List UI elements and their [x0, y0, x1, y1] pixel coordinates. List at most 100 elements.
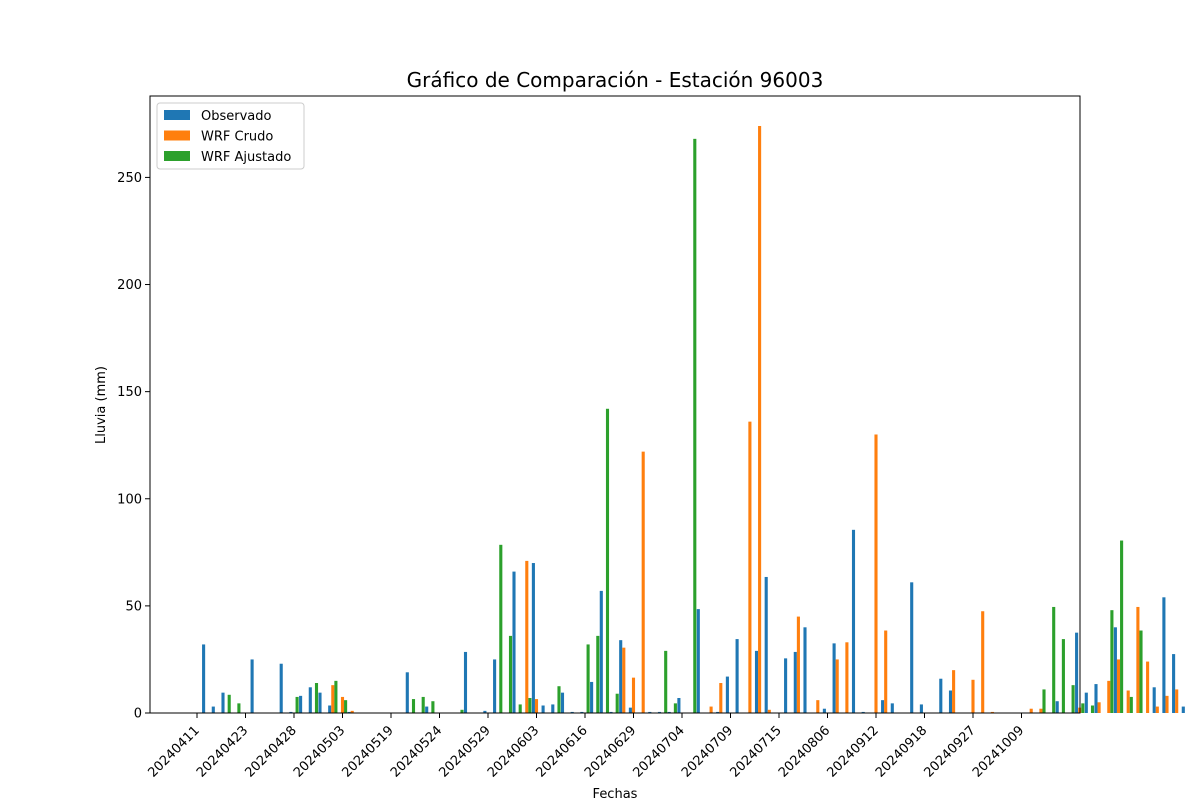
bar-wrf-ajustado-10	[295, 696, 299, 713]
bar-wrf-crudo-97	[1136, 606, 1140, 713]
bar-wrf-ajustado-27	[460, 709, 464, 713]
bar-observado-62	[793, 651, 797, 713]
bar-wrf-ajustado-33	[518, 704, 522, 713]
bar-observado-71	[881, 700, 885, 713]
bar-wrf-ajustado-3	[227, 694, 231, 713]
bar-observado-43	[609, 711, 613, 713]
bar-wrf-ajustado-24	[431, 701, 435, 713]
bar-wrf-ajustado-90	[1071, 685, 1075, 713]
bar-observado-13	[318, 692, 322, 713]
bar-observado-37	[551, 704, 555, 713]
bar-observado-58	[754, 650, 759, 713]
bar-wrf-ajustado-97	[1139, 630, 1143, 713]
bar-wrf-crudo-57	[748, 421, 752, 713]
legend-label: Observado	[201, 109, 272, 124]
bar-wrf-crudo-82	[990, 711, 994, 713]
bar-observado-91	[1075, 632, 1079, 713]
y-axis-ticks: 0 50 100 150 200 250	[117, 171, 150, 722]
bars-layer	[202, 125, 1185, 714]
bar-wrf-crudo-94	[1107, 680, 1111, 713]
bar-wrf-ajustado-95	[1120, 540, 1124, 713]
bar-wrf-ajustado-89	[1061, 639, 1065, 713]
bar-wrf-ajustado-43	[615, 693, 619, 713]
x-tick-label: 20241009	[970, 723, 1027, 780]
bar-wrf-crudo-98	[1146, 661, 1150, 713]
bar-wrf-ajustado-31	[499, 544, 503, 713]
y-tick-label: 0	[134, 707, 142, 722]
y-tick-label: 50	[125, 599, 142, 614]
bar-observado-49	[667, 711, 671, 713]
x-tick-label: 20240806	[776, 723, 833, 780]
legend: Observado WRF Crudo WRF Ajustado	[156, 102, 305, 170]
bar-wrf-crudo-16	[350, 710, 354, 713]
bar-observado-31	[493, 659, 497, 713]
bar-wrf-ajustado-92	[1090, 705, 1095, 713]
bar-observado-63	[803, 627, 807, 713]
legend-box	[156, 102, 305, 170]
bar-observado-61	[784, 658, 788, 713]
x-tick-label: 20240927	[921, 723, 978, 780]
bar-wrf-crudo-100	[1165, 695, 1169, 713]
bar-wrf-ajustado-15	[344, 700, 348, 713]
chart-title: Gráfico de Comparación - Estación 96003	[407, 68, 824, 92]
bar-wrf-crudo-53	[709, 706, 713, 713]
bar-observado-101	[1172, 654, 1176, 713]
x-tick-label: 20240603	[485, 723, 542, 780]
x-tick-label: 20240629	[582, 723, 639, 780]
legend-label: WRF Ajustado	[201, 150, 291, 165]
bar-wrf-crudo-95	[1116, 659, 1121, 713]
y-tick-label: 150	[117, 385, 142, 400]
bar-observado-95	[1113, 627, 1117, 713]
x-tick-label: 20240519	[339, 723, 396, 780]
bar-wrf-ajustado-37	[557, 686, 561, 713]
bar-observado-3	[221, 692, 225, 713]
x-tick-label: 20240423	[194, 723, 251, 780]
legend-swatch	[164, 130, 190, 141]
bar-observado-6	[250, 659, 254, 713]
bar-observado-36	[541, 705, 545, 713]
bar-observado-9	[279, 663, 283, 713]
bar-observado-74	[910, 582, 914, 713]
bar-wrf-crudo-71	[884, 630, 888, 713]
bar-wrf-crudo-87	[1039, 708, 1043, 713]
bar-observado-16	[347, 711, 351, 713]
bar-observado-56	[735, 639, 739, 713]
y-axis-label: Lluvia (mm)	[94, 366, 109, 444]
x-tick-label: 20240912	[824, 723, 881, 780]
x-tick-label: 20240704	[630, 723, 687, 780]
bar-observado-28	[463, 651, 468, 713]
x-tick-label: 20240524	[388, 723, 445, 780]
bar-observado-54	[716, 711, 720, 713]
legend-swatch	[164, 151, 190, 161]
bar-wrf-crudo-58	[758, 125, 762, 714]
x-tick-label: 20240709	[679, 723, 736, 780]
x-tick-label: 20240411	[145, 723, 202, 780]
bar-wrf-ajustado-91	[1081, 703, 1085, 713]
legend-label: WRF Crudo	[201, 130, 273, 145]
x-axis-label: Fechas	[593, 787, 638, 800]
bar-observado-66	[832, 643, 836, 713]
bar-observado-65	[822, 708, 826, 713]
bar-wrf-crudo-59	[767, 709, 771, 713]
bar-observado-102	[1181, 706, 1185, 713]
bar-observado-50	[677, 698, 681, 713]
bar-wrf-crudo-96	[1126, 690, 1130, 713]
x-tick-label: 20240918	[873, 723, 930, 780]
bar-wrf-ajustado-34	[528, 698, 532, 713]
bar-wrf-ajustado-48	[664, 650, 668, 713]
x-axis-ticks: 2024041120240423202404282024050320240519…	[145, 713, 1027, 781]
bar-observado-89	[1055, 701, 1059, 713]
bar-wrf-ajustado-42	[605, 408, 610, 713]
bar-wrf-ajustado-87	[1042, 689, 1046, 713]
x-tick-label: 20240428	[242, 723, 299, 780]
bar-observado-33	[512, 571, 516, 713]
bar-observado-75	[919, 704, 923, 713]
bar-observado-10	[289, 711, 293, 713]
bar-observado-35	[531, 563, 535, 713]
bar-wrf-crudo-45	[631, 677, 636, 713]
bar-wrf-crudo-62	[796, 616, 800, 713]
bar-wrf-crudo-35	[534, 699, 539, 713]
bar-wrf-crudo-86	[1029, 708, 1033, 713]
bar-observado-12	[308, 687, 312, 713]
